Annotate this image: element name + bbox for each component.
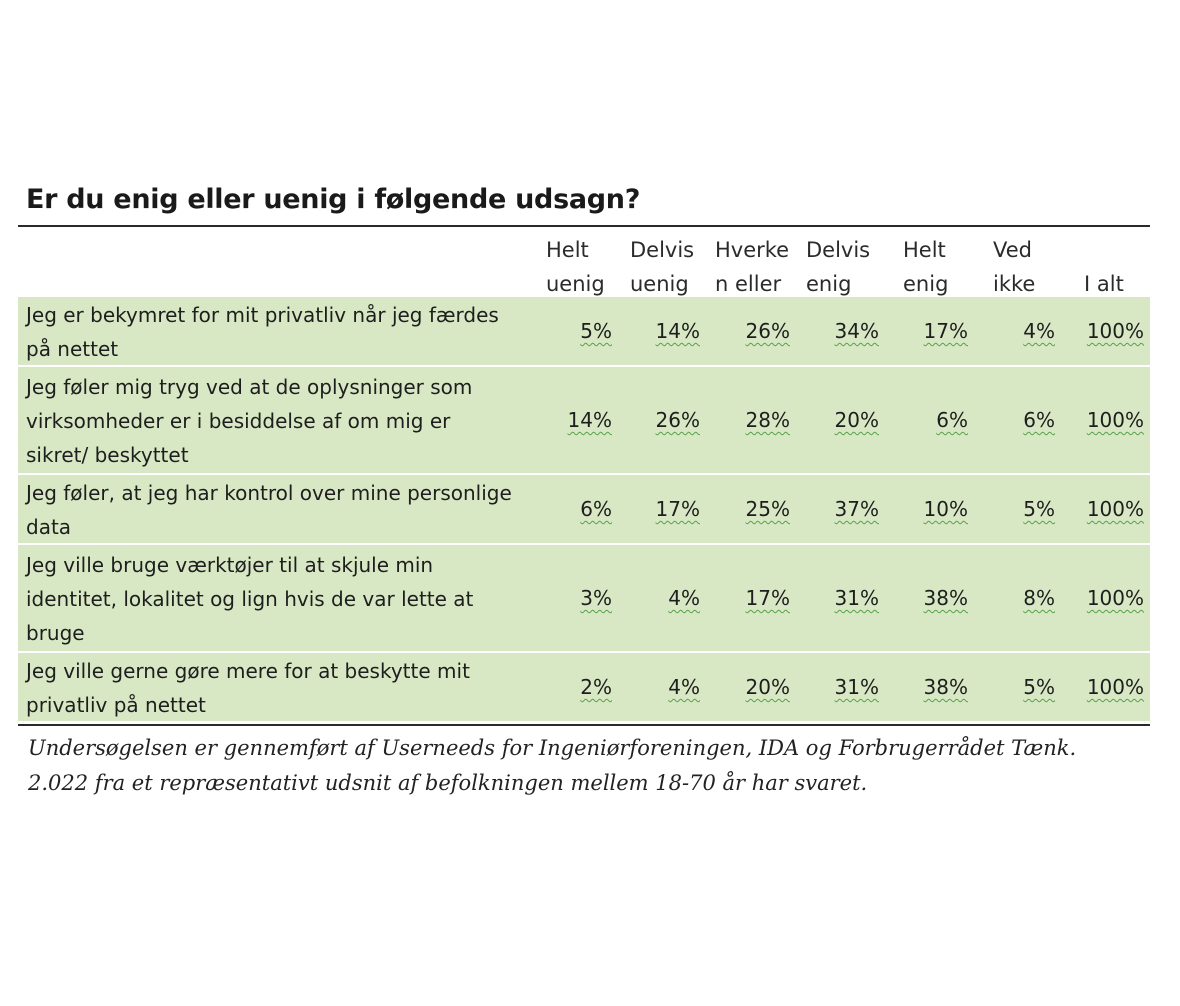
row-statement-line: Jeg ville bruge værktøjer til at skjule … [26, 553, 434, 577]
percentage-cell: 31% [834, 675, 879, 699]
row-statement-line: bruge [26, 621, 85, 645]
row-statement-line: Jeg er bekymret for mit privatliv når je… [26, 303, 499, 327]
table-row: Jeg føler, at jeg har kontrol over mine … [18, 475, 1150, 545]
column-header-line-2: ikke [993, 272, 1036, 296]
percentage-cell: 37% [834, 497, 879, 521]
percentage-cell: 100% [1086, 586, 1144, 610]
column-header-line-2: enig [806, 272, 852, 296]
percentage-cell: 17% [655, 497, 700, 521]
row-statement: Jeg ville gerne gøre mere for at beskytt… [26, 654, 470, 722]
column-header: Ved ikke [993, 233, 1035, 301]
row-statement: Jeg føler mig tryg ved at de oplysninger… [26, 370, 472, 472]
percentage-cell: 8% [1023, 586, 1055, 610]
percentage-cell: 10% [923, 497, 968, 521]
percentage-cell: 6% [580, 497, 612, 521]
table-row: Jeg er bekymret for mit privatliv når je… [18, 297, 1150, 367]
column-header-line-1: Delvis [630, 238, 695, 262]
bottom-rule [18, 724, 1150, 726]
column-header-line-1: Delvis [806, 238, 871, 262]
row-statement: Jeg er bekymret for mit privatliv når je… [26, 298, 499, 366]
percentage-cell: 100% [1086, 675, 1144, 699]
row-statement-line: på nettet [26, 337, 119, 361]
table-title: Er du enig eller uenig i følgende udsagn… [26, 184, 641, 215]
percentage-cell: 14% [655, 319, 700, 343]
percentage-cell: 6% [936, 408, 968, 432]
percentage-cell: 2% [580, 675, 612, 699]
percentage-cell: 5% [1023, 675, 1055, 699]
column-header-line-1: Hverke [715, 238, 790, 262]
column-header-line-1: Ved [993, 238, 1032, 262]
top-rule [18, 225, 1150, 227]
percentage-cell: 28% [745, 408, 790, 432]
percentage-cell: 5% [1023, 497, 1055, 521]
row-statement-line: Jeg ville gerne gøre mere for at beskytt… [26, 659, 470, 683]
table-row: Jeg ville gerne gøre mere for at beskytt… [18, 653, 1150, 723]
source-note-line-1: Undersøgelsen er gennemført af Userneeds… [28, 736, 1077, 760]
percentage-cell: 38% [923, 675, 968, 699]
percentage-cell: 34% [834, 319, 879, 343]
percentage-cell: 4% [668, 586, 700, 610]
column-header-line-1: Helt [546, 238, 589, 262]
column-header-line-2: n eller [715, 272, 782, 296]
percentage-cell: 25% [745, 497, 790, 521]
row-statement: Jeg ville bruge værktøjer til at skjule … [26, 548, 473, 650]
column-header-line-1: Helt [903, 238, 946, 262]
column-header-line-2: enig [903, 272, 949, 296]
percentage-cell: 6% [1023, 408, 1055, 432]
row-statement-line: Jeg føler mig tryg ved at de oplysninger… [26, 375, 473, 399]
percentage-cell: 38% [923, 586, 968, 610]
row-statement-line: sikret/ beskyttet [26, 443, 189, 467]
column-header-line-2: I alt [1084, 272, 1124, 296]
row-statement: Jeg føler, at jeg har kontrol over mine … [26, 476, 512, 544]
percentage-cell: 4% [668, 675, 700, 699]
percentage-cell: 26% [745, 319, 790, 343]
percentage-cell: 100% [1086, 408, 1144, 432]
column-header: Hverke n eller [715, 233, 789, 301]
percentage-cell: 17% [745, 586, 790, 610]
percentage-cell: 3% [580, 586, 612, 610]
column-header-line-2: uenig [630, 272, 689, 296]
percentage-cell: 26% [655, 408, 700, 432]
percentage-cell: 20% [745, 675, 790, 699]
percentage-cell: 5% [580, 319, 612, 343]
source-note-line-2: 2.022 fra et repræsentativt udsnit af be… [28, 771, 868, 795]
table-body: Jeg er bekymret for mit privatliv når je… [18, 297, 1150, 723]
column-header: Helt uenig [546, 233, 605, 301]
row-statement-line: identitet, lokalitet og lign hvis de var… [26, 587, 474, 611]
percentage-cell: 17% [923, 319, 968, 343]
row-statement-line: virksomheder er i besiddelse af om mig e… [26, 409, 451, 433]
column-header-line-2: uenig [546, 272, 605, 296]
table-row: Jeg ville bruge værktøjer til at skjule … [18, 545, 1150, 653]
table-row: Jeg føler mig tryg ved at de oplysninger… [18, 367, 1150, 475]
column-header: Helt enig [903, 233, 948, 301]
row-statement-line: data [26, 515, 72, 539]
source-note: Undersøgelsen er gennemført af Userneeds… [28, 731, 1076, 801]
column-header-line-1 [1084, 233, 1124, 267]
percentage-cell: 14% [567, 408, 612, 432]
table-header: Helt uenig Delvis uenig Hverke n eller Delvis e… [18, 227, 1150, 297]
row-statement-line: Jeg føler, at jeg har kontrol over mine … [26, 481, 512, 505]
column-header: Delvis enig [806, 233, 870, 301]
row-statement-line: privatliv på nettet [26, 693, 206, 717]
column-header: I alt [1084, 233, 1124, 301]
percentage-cell: 31% [834, 586, 879, 610]
percentage-cell: 100% [1086, 497, 1144, 521]
percentage-cell: 100% [1086, 319, 1144, 343]
percentage-cell: 20% [834, 408, 879, 432]
column-header: Delvis uenig [630, 233, 694, 301]
percentage-cell: 4% [1023, 319, 1055, 343]
